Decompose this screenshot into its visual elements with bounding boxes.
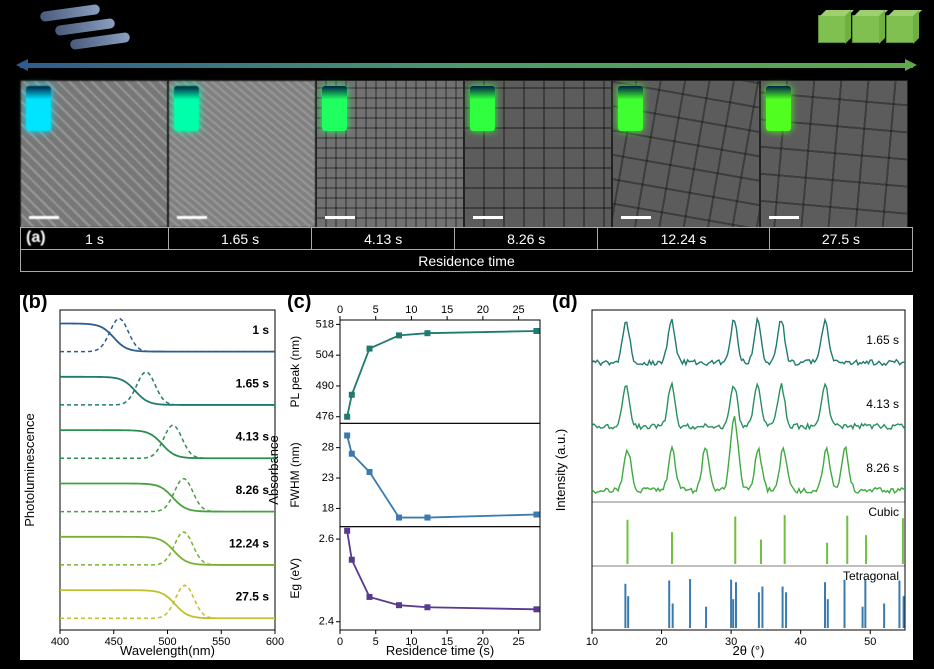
svg-text:27.5 s: 27.5 s [236,590,270,604]
time-cell: 1 s [21,228,169,250]
svg-text:12.24 s: 12.24 s [229,536,269,550]
svg-text:4.13 s: 4.13 s [236,430,270,444]
svg-text:476: 476 [316,411,334,423]
time-cell: 4.13 s [312,228,455,250]
panel-b: (b) 400450500550600Wavelength(nm)Photolu… [20,295,285,660]
panel-c: (c) 05101520250510152025Residence time (… [285,295,550,660]
gradient-arrow [20,63,913,68]
svg-text:10: 10 [586,636,598,648]
svg-text:23: 23 [322,472,334,484]
svg-text:50: 50 [864,636,876,648]
svg-text:8.26 s: 8.26 s [866,461,899,475]
tem-image-row: (a) [20,80,908,228]
svg-text:4.13 s: 4.13 s [866,397,899,411]
svg-text:0: 0 [337,304,343,316]
svg-text:2.4: 2.4 [319,616,334,628]
svg-text:FWHM (nm): FWHM (nm) [288,442,302,507]
svg-text:5: 5 [373,636,379,648]
svg-text:Intensity (a.u.): Intensity (a.u.) [553,429,568,511]
svg-text:40: 40 [795,636,807,648]
tem-panel-2 [168,80,316,228]
residence-time-table: 1 s 1.65 s 4.13 s 8.26 s 12.24 s 27.5 s … [20,227,913,272]
scalebar [29,216,59,219]
svg-text:600: 600 [266,636,284,648]
svg-text:518: 518 [316,318,334,330]
svg-text:2.6: 2.6 [319,533,334,545]
svg-text:504: 504 [316,349,334,361]
svg-text:Photoluminescence: Photoluminescence [22,413,37,526]
svg-text:Tetragonal: Tetragonal [843,569,899,583]
tem-panel-5 [612,80,760,228]
tem-panel-6 [760,80,908,228]
panel-c-label: (c) [287,291,311,314]
svg-text:25: 25 [512,636,524,648]
panel-d-label: (d) [552,291,578,314]
nanocube-icon [818,15,914,43]
svg-text:Cubic: Cubic [868,505,899,519]
time-cell: 12.24 s [598,228,770,250]
kinetics-plot: 05101520250510152025Residence time (s)47… [285,295,550,660]
svg-text:20: 20 [477,304,489,316]
svg-text:2θ (°): 2θ (°) [733,643,765,658]
time-cell: 27.5 s [769,228,912,250]
scalebar [621,216,651,219]
svg-text:Wavelength(nm): Wavelength(nm) [120,643,215,658]
plots-row: (b) 400450500550600Wavelength(nm)Photolu… [20,295,913,660]
time-cell: 1.65 s [169,228,312,250]
svg-text:15: 15 [441,304,453,316]
scalebar [473,216,503,219]
scalebar [177,216,207,219]
scalebar [325,216,355,219]
svg-text:490: 490 [316,380,334,392]
svg-text:400: 400 [51,636,69,648]
xrd-plot: 10203040502θ (°)Intensity (a.u.)1.65 s4.… [550,295,913,660]
svg-text:25: 25 [512,304,524,316]
vial-icon [618,86,643,131]
vial-icon [174,86,199,131]
scalebar [769,216,799,219]
time-row-label: Residence time [21,250,913,272]
svg-text:18: 18 [322,502,334,514]
tem-panel-4 [464,80,612,228]
vial-icon [26,86,51,131]
vial-icon [766,86,791,131]
svg-text:0: 0 [337,636,343,648]
svg-text:8.26 s: 8.26 s [236,483,270,497]
svg-text:1 s: 1 s [252,323,269,337]
vial-icon [470,86,495,131]
svg-text:Residence time (s): Residence time (s) [386,643,494,658]
svg-text:Eg (eV): Eg (eV) [288,558,302,599]
time-cell: 8.26 s [455,228,598,250]
pl-absorbance-plot: 400450500550600Wavelength(nm)Photolumine… [20,295,285,660]
svg-text:28: 28 [322,442,334,454]
svg-text:PL peak (nm): PL peak (nm) [288,336,302,408]
tem-panel-3 [316,80,464,228]
svg-text:5: 5 [373,304,379,316]
vial-icon [322,86,347,131]
svg-text:1.65 s: 1.65 s [866,333,899,347]
svg-text:10: 10 [405,304,417,316]
svg-text:20: 20 [655,636,667,648]
tem-panel-1: (a) [20,80,168,228]
svg-text:1.65 s: 1.65 s [236,376,270,390]
panel-d: (d) 10203040502θ (°)Intensity (a.u.)1.65… [550,295,913,660]
panel-b-label: (b) [22,291,48,314]
